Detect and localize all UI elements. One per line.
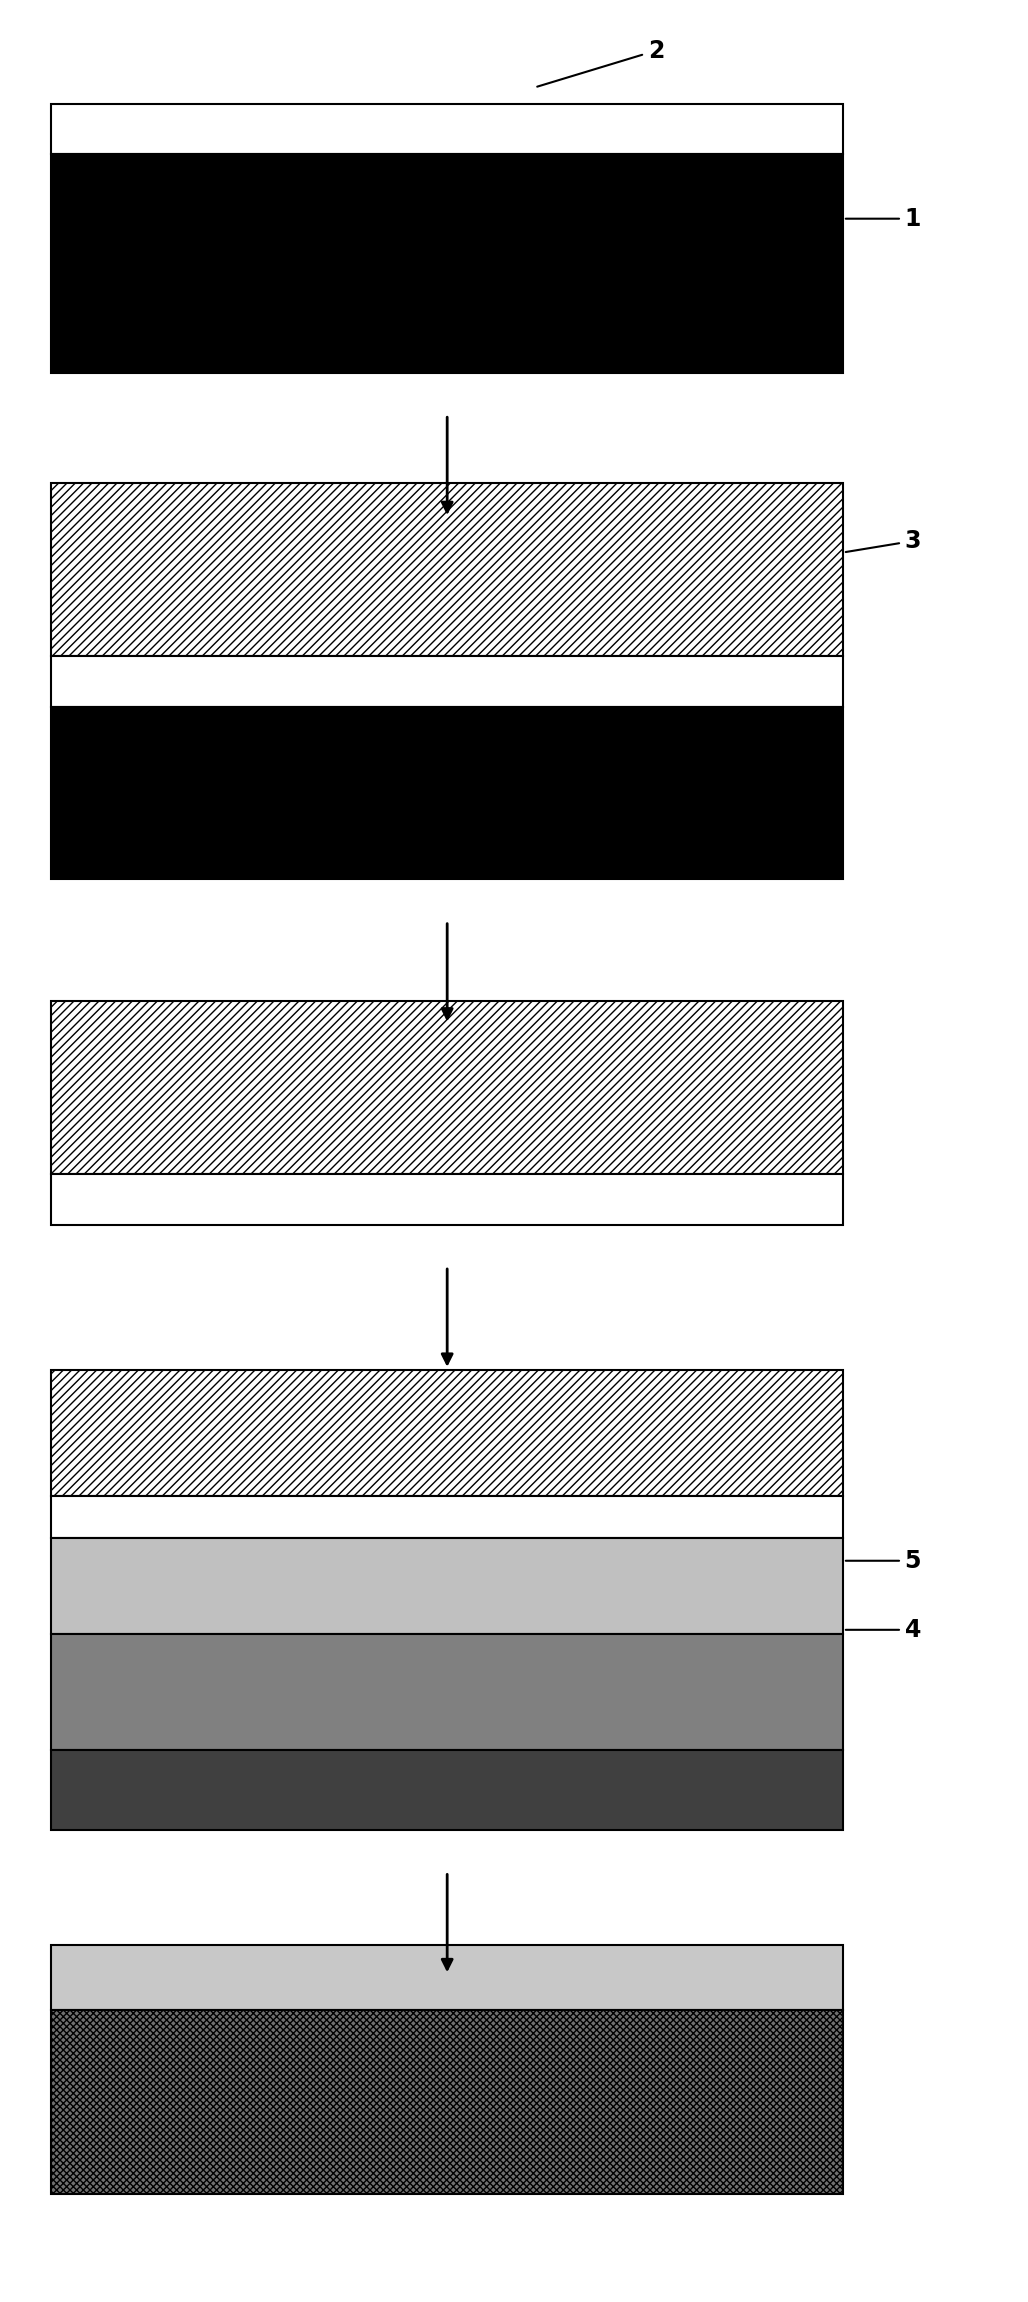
Bar (51, 1370, 843, 1496)
Bar (51, 1945, 843, 2010)
Text: 4: 4 (846, 1618, 921, 1641)
Bar (51, 707, 843, 879)
Bar (51, 483, 843, 656)
Text: 5: 5 (846, 1549, 921, 1572)
Text: 2: 2 (538, 39, 664, 87)
Bar (51, 1538, 843, 1634)
Bar (51, 104, 843, 154)
Bar (51, 1001, 843, 1174)
Bar (51, 1750, 843, 1830)
Bar (51, 1370, 843, 1496)
Text: 3: 3 (846, 529, 921, 552)
Bar (51, 2010, 843, 2194)
Bar (51, 656, 843, 707)
Bar (51, 1001, 843, 1174)
Bar (51, 1174, 843, 1225)
Text: 1: 1 (846, 207, 921, 230)
Bar (51, 1634, 843, 1750)
Bar (51, 483, 843, 656)
Bar (51, 154, 843, 373)
Bar (51, 1496, 843, 1538)
Bar (51, 2010, 843, 2194)
